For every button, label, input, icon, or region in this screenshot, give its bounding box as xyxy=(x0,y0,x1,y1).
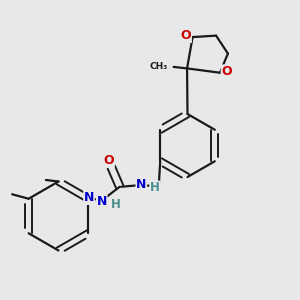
Text: N: N xyxy=(84,191,94,204)
Text: O: O xyxy=(103,154,114,167)
Text: CH₃: CH₃ xyxy=(150,62,168,71)
Text: H: H xyxy=(111,198,121,211)
Text: N: N xyxy=(97,195,107,208)
Text: O: O xyxy=(181,29,191,42)
Text: H: H xyxy=(150,181,160,194)
Text: N: N xyxy=(136,178,146,191)
Text: O: O xyxy=(221,65,232,78)
